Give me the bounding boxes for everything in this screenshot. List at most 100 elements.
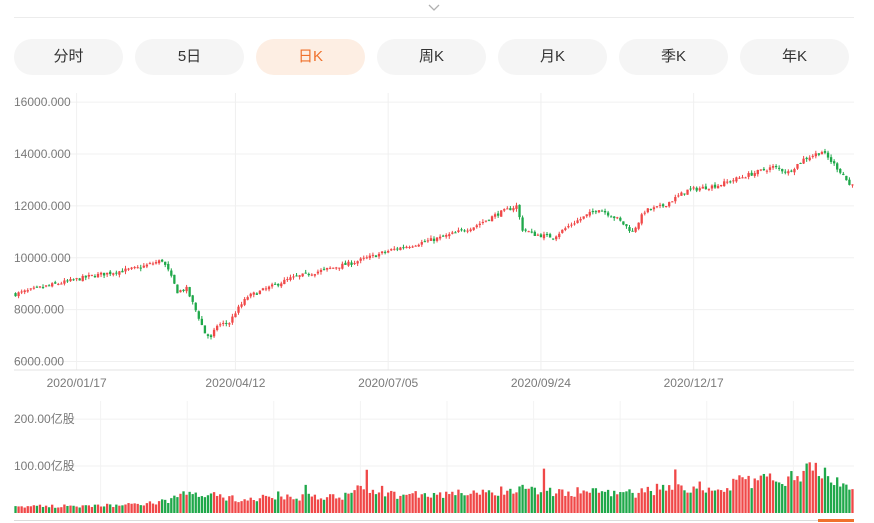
candle-body [494,214,496,216]
kline-chart[interactable]: 16000.000 14000.000 12000.000 10000.000 8000… [0,85,874,515]
candle-body [253,293,255,295]
candle-body [631,231,633,232]
volume-bar [158,501,160,513]
volume-bar [381,486,383,513]
volume-bar [662,485,664,513]
candle-body [469,229,471,231]
volume-bar [592,488,594,513]
candle-body [757,170,759,174]
volume-bar [619,492,621,513]
candle-body [393,249,395,250]
volume-bar [207,495,209,513]
volume-bar [503,495,505,513]
tab-weekly-k[interactable]: 周K [377,39,486,75]
volume-bar [372,490,374,513]
candle-body [130,268,132,269]
candle-body [744,177,746,178]
candle-body [201,319,203,325]
candle-body [289,277,291,280]
volume-bar [363,489,365,513]
volume-bar [335,498,337,513]
candle-body [301,274,303,277]
candle-body [335,267,337,268]
volume-bar [225,501,227,513]
candle-body [555,236,557,239]
candle-body [170,271,172,276]
candle-body [692,187,694,188]
candle-body [57,284,59,285]
volume-bar [729,490,731,513]
candle-body [350,262,352,264]
volume-bar [436,495,438,513]
volume-bar [818,476,820,513]
candle-body [338,268,340,269]
volume-bar [133,503,135,513]
candle-body [772,166,774,168]
candle-body [815,153,817,156]
volume-bar [396,499,398,513]
volume-bar [356,485,358,513]
candle-body [366,257,368,258]
volume-bar [845,485,847,513]
chevron-down-icon[interactable] [427,0,441,12]
volume-bar [85,505,87,513]
volume-bar [457,490,459,513]
candle-body [317,272,319,274]
candle-body [466,231,468,232]
candle-body [851,184,853,185]
candle-body [793,169,795,172]
candle-body [836,163,838,169]
tab-daily-k[interactable]: 日K [256,39,365,75]
tab-quarterly-k[interactable]: 季K [619,39,728,75]
price-tick-label: 8000.000 [14,303,64,317]
volume-bar [812,471,814,513]
volume-bar [164,500,166,513]
candle-body [460,229,462,230]
candle-body [262,288,264,290]
candle-body [512,208,514,210]
candle-body [552,238,554,239]
candle-body [754,173,756,176]
volume-bar [393,492,395,513]
volume-bar [595,488,597,513]
candle-body [347,262,349,266]
volume-bar [253,500,255,513]
volume-bar [256,501,258,513]
volume-bar [112,507,114,513]
volume-bar [741,477,743,513]
candle-body [784,172,786,173]
price-tick-label: 10000.000 [14,251,71,265]
tab-monthly-k[interactable]: 月K [498,39,607,75]
candle-body [271,284,273,286]
candle-body [60,284,62,285]
date-tick-label: 2020/09/24 [511,376,571,390]
volume-bar [72,506,74,513]
volume-bar [121,505,123,513]
volume-bar [726,488,728,513]
volume-bar [732,479,734,513]
price-tick-label: 14000.000 [14,147,71,161]
tab-5day[interactable]: 5日 [135,39,244,75]
volume-bar [763,474,765,513]
volume-bar [167,503,169,513]
candle-body [387,251,389,253]
volume-bar [802,471,804,513]
scroll-track[interactable] [14,520,854,521]
scroll-handle[interactable] [818,519,854,522]
volume-bar [650,491,652,513]
candle-body [51,283,53,286]
volume-bar [485,492,487,513]
candle-body [653,207,655,209]
candle-body [250,294,252,297]
tab-minute[interactable]: 分时 [14,39,123,75]
tab-yearly-k[interactable]: 年K [740,39,849,75]
volume-bar [451,492,453,513]
candle-body [589,212,591,216]
volume-bar [94,505,96,513]
candle-body [671,201,673,202]
volume-bar [247,501,249,513]
candle-body [735,177,737,181]
volume-bar [390,491,392,513]
candle-body [760,169,762,170]
candle-body [311,275,313,276]
